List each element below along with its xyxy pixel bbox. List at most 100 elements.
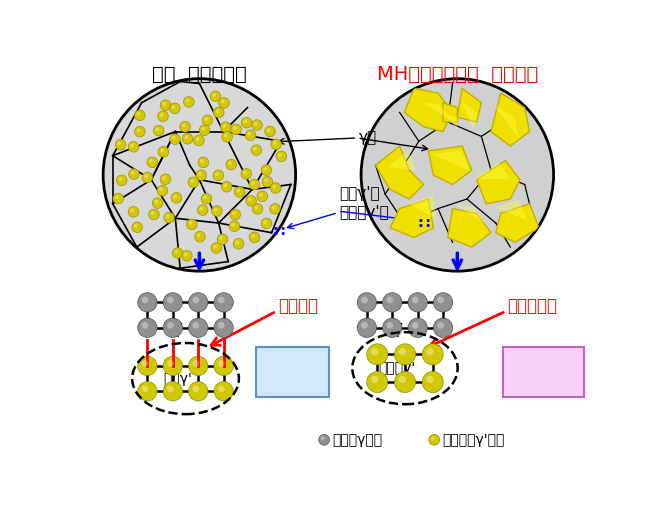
- Circle shape: [174, 195, 177, 198]
- Circle shape: [192, 322, 199, 329]
- Circle shape: [190, 179, 194, 183]
- Circle shape: [219, 236, 223, 240]
- Circle shape: [201, 194, 212, 204]
- Circle shape: [422, 371, 444, 393]
- Circle shape: [253, 147, 257, 151]
- Circle shape: [158, 146, 169, 157]
- Circle shape: [233, 238, 244, 249]
- Circle shape: [180, 121, 190, 132]
- Circle shape: [184, 136, 188, 139]
- Polygon shape: [428, 146, 472, 184]
- Circle shape: [253, 204, 263, 214]
- Circle shape: [213, 245, 217, 248]
- Circle shape: [271, 183, 281, 193]
- Circle shape: [149, 209, 159, 220]
- Circle shape: [214, 208, 218, 211]
- Circle shape: [224, 134, 228, 137]
- Text: 整合γ'相: 整合γ'相: [340, 186, 380, 201]
- Circle shape: [137, 112, 140, 116]
- Circle shape: [174, 250, 178, 253]
- Circle shape: [214, 356, 233, 375]
- Circle shape: [233, 126, 237, 130]
- Circle shape: [429, 434, 440, 445]
- Circle shape: [182, 250, 192, 261]
- Circle shape: [172, 248, 183, 258]
- Circle shape: [199, 125, 210, 136]
- Circle shape: [255, 206, 258, 209]
- Circle shape: [192, 386, 199, 392]
- Polygon shape: [443, 103, 458, 122]
- Text: 母相（γ相）: 母相（γ相）: [332, 433, 383, 447]
- Circle shape: [188, 356, 208, 375]
- Polygon shape: [496, 204, 539, 242]
- Circle shape: [371, 348, 379, 356]
- Circle shape: [426, 376, 433, 383]
- Circle shape: [141, 360, 148, 367]
- Circle shape: [200, 207, 203, 211]
- Circle shape: [149, 159, 153, 163]
- Circle shape: [218, 360, 224, 367]
- Polygon shape: [491, 93, 529, 146]
- Circle shape: [115, 196, 119, 199]
- Circle shape: [220, 122, 231, 133]
- Circle shape: [188, 318, 208, 337]
- Polygon shape: [458, 88, 482, 122]
- Circle shape: [399, 348, 406, 356]
- Circle shape: [234, 187, 245, 197]
- Circle shape: [162, 102, 166, 106]
- Circle shape: [163, 318, 182, 337]
- Circle shape: [115, 139, 126, 150]
- Circle shape: [154, 200, 158, 204]
- Text: 非整合γ'相: 非整合γ'相: [340, 205, 389, 220]
- Circle shape: [395, 344, 415, 365]
- Circle shape: [197, 234, 200, 237]
- Circle shape: [159, 113, 163, 117]
- Circle shape: [170, 103, 180, 114]
- Circle shape: [184, 97, 194, 107]
- Circle shape: [144, 174, 148, 178]
- Circle shape: [138, 318, 157, 337]
- Circle shape: [267, 129, 271, 132]
- Circle shape: [357, 293, 377, 312]
- Polygon shape: [375, 146, 423, 199]
- Polygon shape: [462, 101, 478, 130]
- Circle shape: [249, 232, 260, 243]
- Circle shape: [163, 293, 182, 312]
- Circle shape: [272, 206, 275, 209]
- Circle shape: [319, 434, 330, 445]
- Circle shape: [198, 172, 202, 176]
- Circle shape: [241, 117, 252, 128]
- Circle shape: [254, 122, 257, 125]
- Circle shape: [231, 124, 241, 135]
- Circle shape: [387, 297, 393, 303]
- Circle shape: [366, 371, 388, 393]
- Circle shape: [147, 157, 157, 168]
- Circle shape: [167, 360, 174, 367]
- Circle shape: [361, 297, 368, 303]
- Circle shape: [321, 436, 325, 440]
- Circle shape: [155, 128, 159, 131]
- Circle shape: [212, 206, 222, 216]
- Circle shape: [117, 142, 121, 145]
- Circle shape: [153, 125, 164, 136]
- Circle shape: [249, 179, 260, 190]
- Text: 強化機能
なし: 強化機能 なし: [523, 355, 563, 394]
- Text: 整合界面: 整合界面: [278, 297, 318, 315]
- Circle shape: [212, 93, 216, 97]
- Circle shape: [218, 98, 229, 108]
- Circle shape: [408, 293, 427, 312]
- Circle shape: [235, 241, 239, 244]
- Circle shape: [408, 318, 427, 337]
- Circle shape: [412, 297, 419, 303]
- Circle shape: [383, 293, 402, 312]
- Text: γ: γ: [173, 319, 183, 337]
- Circle shape: [210, 91, 220, 102]
- Circle shape: [163, 356, 182, 375]
- Circle shape: [247, 132, 251, 136]
- Circle shape: [137, 129, 141, 132]
- Circle shape: [263, 220, 267, 224]
- Circle shape: [196, 170, 206, 180]
- Circle shape: [167, 297, 174, 303]
- Circle shape: [371, 376, 379, 383]
- Polygon shape: [405, 88, 452, 132]
